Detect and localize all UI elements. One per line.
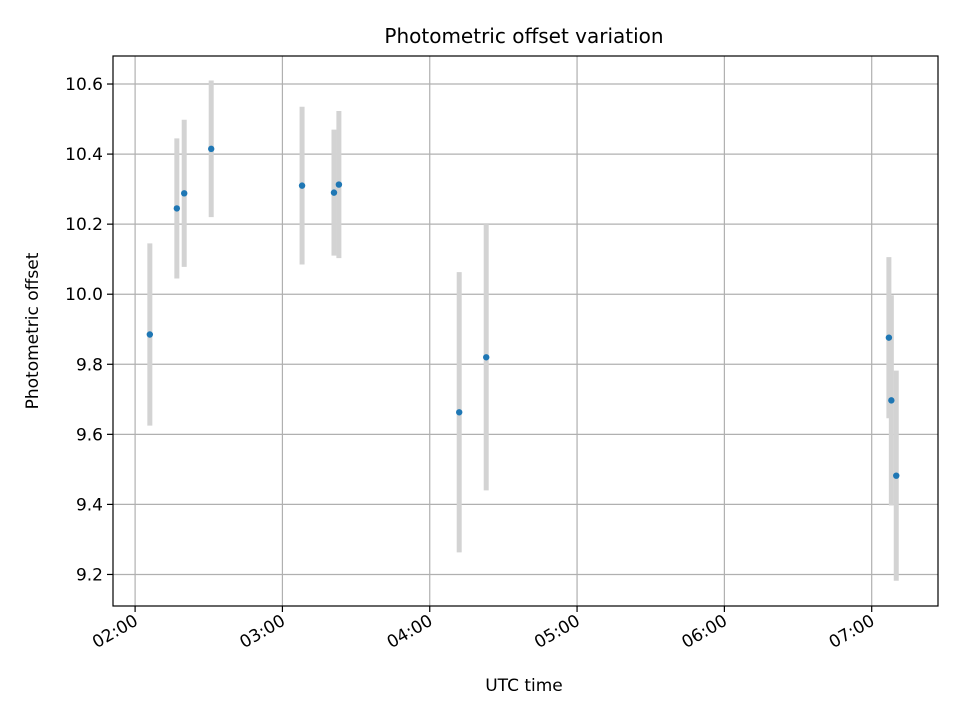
data-point — [885, 334, 893, 341]
y-tick-label: 9.2 — [76, 565, 103, 585]
data-point — [483, 354, 490, 361]
plot-frame — [112, 55, 939, 607]
data-point — [893, 472, 900, 479]
data-point — [146, 331, 154, 338]
data-point — [888, 397, 895, 404]
y-tick-label: 9.6 — [76, 425, 103, 445]
y-axis-title: Photometric offset — [23, 252, 43, 409]
grid-lines — [113, 56, 938, 606]
data-point — [298, 182, 306, 189]
data-point — [456, 409, 463, 416]
data-point — [173, 205, 181, 212]
y-tick-label: 9.4 — [76, 495, 103, 515]
data-point — [335, 181, 343, 188]
data-points — [146, 145, 900, 479]
y-tick-label: 10.0 — [65, 285, 103, 305]
y-tick-label: 10.2 — [65, 215, 103, 235]
y-tick-label: 10.4 — [65, 145, 103, 165]
data-point — [181, 190, 188, 197]
x-axis-title: UTC time — [485, 676, 563, 696]
data-point — [330, 189, 338, 196]
data-point — [208, 145, 215, 153]
chart-title: Photometric offset variation — [384, 24, 663, 48]
y-tick-label: 9.8 — [76, 355, 103, 375]
y-tick-label: 10.6 — [65, 75, 103, 95]
